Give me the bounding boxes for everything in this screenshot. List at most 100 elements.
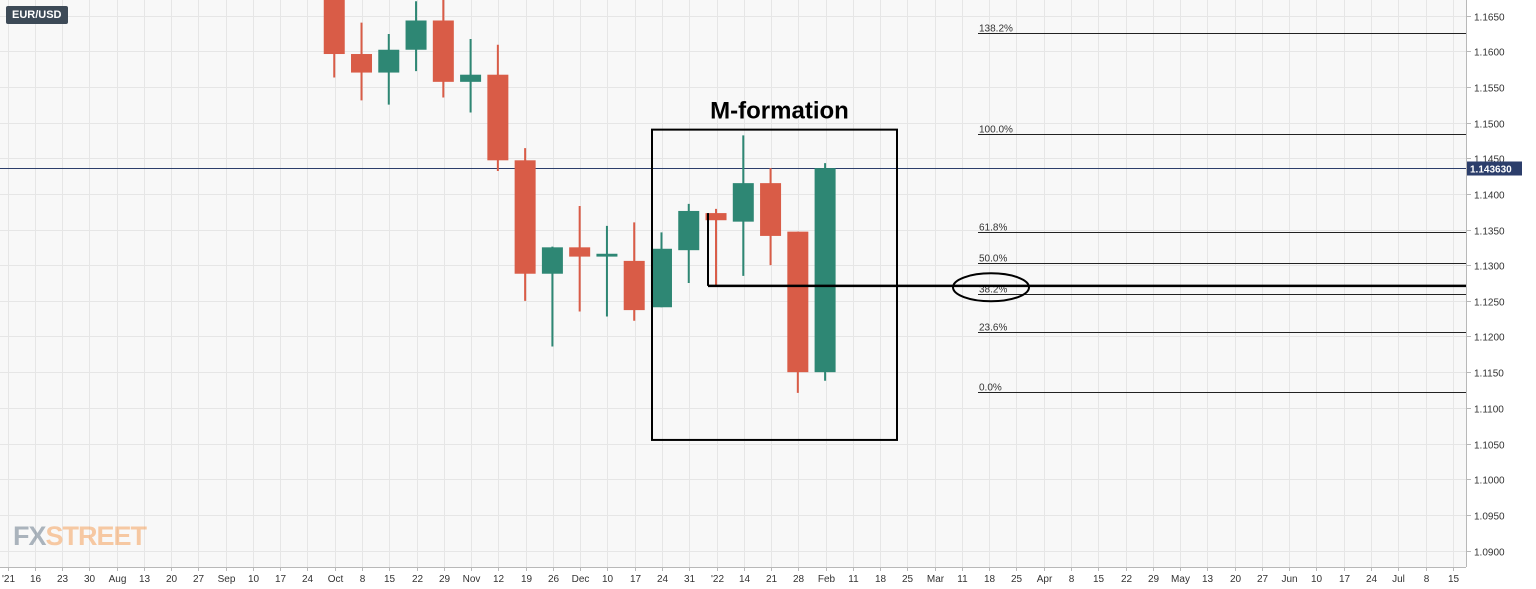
neckline-ellipse [952, 272, 1030, 303]
fib-level-label: 61.8% [979, 223, 1007, 234]
candle-body-down [487, 74, 509, 161]
time-tick-label: 16 [30, 574, 42, 585]
time-axis[interactable]: '21 16 23 30 Aug 13 20 27 Sep 10 17 24 Oct 8 15 22 29 Nov… [2, 567, 1460, 585]
candle-body-down [569, 247, 591, 257]
candle-body-up [678, 210, 700, 251]
time-tick-label: 14 [739, 574, 751, 585]
time-tick-label: 21 [766, 574, 778, 585]
candle-body-up [732, 183, 754, 222]
time-tick-label: Sep [218, 574, 236, 585]
time-tick-label: 19 [521, 574, 533, 585]
candle-body-up [650, 248, 672, 308]
price-tick-label: 1.1350 [1474, 227, 1505, 238]
price-tick-label: 1.1100 [1474, 405, 1504, 416]
candle-body-up [814, 168, 836, 373]
candles [323, 0, 836, 393]
time-tick-label: Jul [1392, 574, 1405, 585]
time-tick-label: 13 [1202, 574, 1214, 585]
time-tick-label: 12 [493, 574, 505, 585]
candle-body-up [596, 253, 618, 257]
price-tick-label: 1.1300 [1474, 262, 1505, 273]
annotations: M-formation [651, 98, 1466, 441]
price-tick-label: 1.1600 [1474, 48, 1505, 59]
fib-level-label: 38.2% [979, 285, 1007, 296]
price-tick-label: 1.1450 [1474, 155, 1505, 166]
time-tick-label: 8 [1069, 574, 1075, 585]
fib-level-label: 50.0% [979, 254, 1007, 265]
m-formation-label: M-formation [710, 98, 849, 125]
time-tick-label: 10 [1311, 574, 1323, 585]
candle-body-up [378, 49, 400, 73]
time-tick-label: 17 [275, 574, 287, 585]
time-tick-label: 11 [848, 574, 859, 585]
time-tick-label: '22 [711, 574, 724, 585]
current-price-marker: 1.143630 [1467, 161, 1522, 176]
time-tick-label: 22 [1121, 574, 1133, 585]
candle-body-down [432, 20, 454, 82]
price-tick-label: 1.1200 [1474, 333, 1505, 344]
time-tick-label: Feb [818, 574, 836, 585]
time-tick-label: Dec [572, 574, 590, 585]
candle-body-down [760, 183, 782, 236]
time-tick-label: May [1171, 574, 1190, 585]
time-tick-label: 18 [984, 574, 996, 585]
fib-level-label: 23.6% [979, 323, 1007, 334]
plot-background [0, 0, 1466, 567]
time-tick-label: 17 [630, 574, 642, 585]
time-tick-label: 22 [412, 574, 424, 585]
fib-level-label: 100.0% [979, 125, 1013, 136]
fibonacci-levels: 138.2% 100.0% 61.8% 50.0% 38.2% 23.6% 0.0% [978, 24, 1466, 394]
time-tick-label: 27 [1257, 574, 1269, 585]
time-tick-label: 24 [1366, 574, 1378, 585]
time-tick-label: 29 [1148, 574, 1160, 585]
price-tick-label: 1.1250 [1474, 298, 1505, 309]
time-tick-label: Aug [109, 574, 127, 585]
time-tick-label: 25 [1011, 574, 1023, 585]
symbol-label: EUR/USD [6, 6, 68, 24]
fib-level-label: 0.0% [979, 383, 1002, 394]
candle-body-up [460, 74, 482, 82]
candle-body-up [541, 247, 563, 274]
price-tick-label: 1.1150 [1474, 369, 1504, 380]
current-price-label: 1.143630 [1470, 165, 1512, 176]
time-tick-label: 31 [684, 574, 696, 585]
price-tick-label: 1.1050 [1474, 441, 1505, 452]
time-tick-label: 30 [84, 574, 96, 585]
time-tick-label: Jun [1281, 574, 1297, 585]
candle-body-down [623, 260, 645, 311]
time-tick-label: Oct [328, 574, 344, 585]
time-tick-label: 13 [139, 574, 151, 585]
time-tick-label: 25 [902, 574, 914, 585]
time-tick-label: 10 [248, 574, 260, 585]
time-tick-label: Apr [1037, 574, 1053, 585]
time-tick-label: 20 [166, 574, 178, 585]
price-tick-label: 1.0900 [1474, 548, 1505, 559]
current-price-badge [1467, 161, 1522, 176]
time-tick-label: Mar [927, 574, 945, 585]
price-tick-label: 1.0950 [1474, 512, 1505, 523]
time-tick-label: 17 [1339, 574, 1351, 585]
time-tick-label: 24 [657, 574, 669, 585]
time-tick-label: 23 [57, 574, 69, 585]
candle-body-down [323, 0, 345, 55]
time-tick-label: 28 [793, 574, 805, 585]
price-tick-label: 1.1500 [1474, 120, 1505, 131]
time-tick-label: '21 [2, 574, 15, 585]
time-tick-label: 15 [1448, 574, 1460, 585]
time-tick-label: 27 [193, 574, 205, 585]
time-tick-label: 8 [1424, 574, 1430, 585]
candle-body-down [705, 213, 727, 221]
time-tick-label: Nov [463, 574, 481, 585]
fxstreet-logo: FXSTREET [13, 521, 147, 551]
price-tick-label: 1.1000 [1474, 476, 1505, 487]
time-tick-label: 20 [1230, 574, 1242, 585]
time-tick-label: 29 [439, 574, 451, 585]
price-axis[interactable]: 1.0900 1.0950 1.1000 1.1050 1.1100 1.1150 1.12… [1466, 13, 1505, 559]
fib-level-label: 138.2% [979, 24, 1013, 35]
grid-lines [0, 0, 1466, 567]
price-tick-label: 1.1650 [1474, 13, 1505, 24]
candle-body-up [405, 20, 427, 50]
price-tick-label: 1.1550 [1474, 84, 1505, 95]
candle-body-down [787, 231, 809, 373]
